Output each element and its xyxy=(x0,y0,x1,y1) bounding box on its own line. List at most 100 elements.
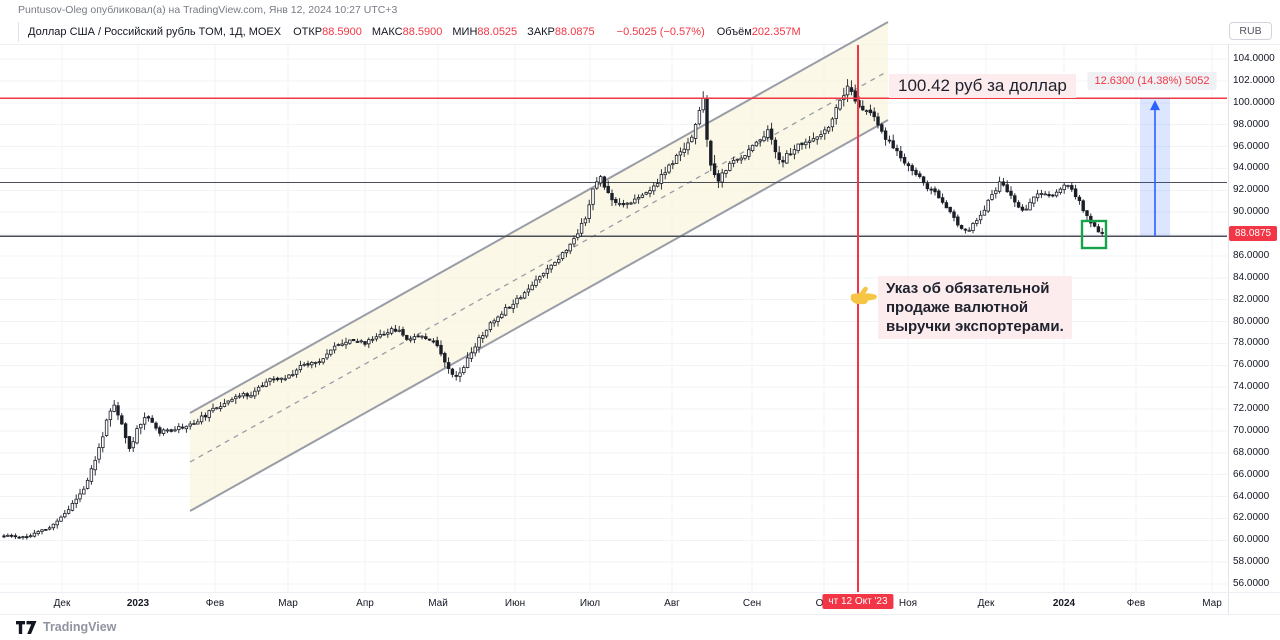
candle-body xyxy=(226,400,230,404)
price-tick-label[interactable]: 62.0000 xyxy=(1233,512,1270,524)
time-tick-label[interactable]: Июн xyxy=(504,598,526,609)
candle-body xyxy=(724,170,728,174)
time-tick-label[interactable]: 2024 xyxy=(1052,598,1076,609)
candle-body xyxy=(317,361,322,364)
price-tick-label[interactable]: 68.0000 xyxy=(1233,446,1270,458)
price-tick-label[interactable]: 80.0000 xyxy=(1233,315,1270,327)
trend-channel-drawing[interactable] xyxy=(189,21,889,512)
candle-body xyxy=(701,97,705,111)
price-tick-label[interactable]: 66.0000 xyxy=(1233,468,1270,480)
tradingview-logo[interactable]: TradingView xyxy=(16,620,116,634)
candle-body xyxy=(154,422,158,429)
candle-body xyxy=(253,390,257,397)
candle-body xyxy=(275,377,280,381)
candle-body xyxy=(655,183,660,187)
callout-line: выручки экспортерами. xyxy=(886,318,1064,335)
measurement-arrow-drawing[interactable] xyxy=(1140,98,1170,237)
price-tick-label[interactable]: 76.0000 xyxy=(1233,359,1270,371)
candle-body xyxy=(169,429,173,432)
candle-body xyxy=(184,425,189,430)
price-tick-label[interactable]: 70.0000 xyxy=(1233,424,1270,436)
highlight-box-drawing[interactable] xyxy=(1080,219,1108,250)
price-tick-label[interactable]: 60.0000 xyxy=(1233,534,1270,546)
price-line-annotation[interactable]: 100.42 руб за доллар xyxy=(889,74,1076,98)
time-tick-label[interactable]: 2023 xyxy=(126,598,150,609)
publish-byline: Puntusov-Oleg опубликовал(а) на TradingV… xyxy=(18,4,398,16)
candle-body xyxy=(245,393,249,397)
price-tick-label[interactable]: 72.0000 xyxy=(1233,403,1270,414)
time-tick-label[interactable]: Фев xyxy=(205,598,225,609)
candle-body xyxy=(355,341,360,343)
price-tick-label[interactable]: 78.0000 xyxy=(1233,337,1270,349)
time-tick-label[interactable]: Май xyxy=(428,598,448,609)
candle-body xyxy=(351,339,356,341)
price-tick-label[interactable]: 92.0000 xyxy=(1233,184,1270,196)
candle-body xyxy=(598,176,603,184)
candle-body xyxy=(241,393,246,397)
candle-body xyxy=(439,344,443,355)
currency-toggle-button[interactable]: RUB xyxy=(1229,22,1272,40)
time-tick-label[interactable]: Дек xyxy=(53,598,71,609)
candle-body xyxy=(32,532,37,537)
candle-body xyxy=(230,399,234,402)
candle-body xyxy=(55,520,59,526)
candle-body xyxy=(203,414,208,418)
symbol-title[interactable]: Доллар США / Российский рубль TOM, 1Д, M… xyxy=(28,26,282,38)
candle-body xyxy=(709,140,713,166)
symbol-info-bar[interactable]: Доллар США / Российский рубль TOM, 1Д, M… xyxy=(18,22,801,42)
candle-body xyxy=(697,110,702,125)
measurement-label[interactable]: 12.6300 (14.38%) 5052 xyxy=(1087,72,1217,91)
candle-body xyxy=(336,344,341,346)
time-tick-label[interactable]: Авг xyxy=(664,598,680,609)
candle-body xyxy=(488,322,493,330)
horizontal-level-lines[interactable] xyxy=(0,181,1227,237)
time-tick-label[interactable]: Мар xyxy=(278,598,298,609)
candle-body xyxy=(405,334,409,340)
time-tick-label[interactable]: Фев xyxy=(1126,598,1146,609)
candle-body xyxy=(386,332,390,335)
candle-body xyxy=(754,141,759,147)
time-tick-label[interactable]: Ноя xyxy=(898,598,918,609)
candle-body xyxy=(78,493,82,500)
candle-body xyxy=(1089,215,1093,224)
candle-body xyxy=(910,165,914,172)
price-tick-label[interactable]: 98.0000 xyxy=(1233,118,1270,130)
candle-body xyxy=(712,163,717,176)
price-tick-label[interactable]: 82.0000 xyxy=(1233,293,1270,305)
candle-body xyxy=(933,188,937,193)
candle-body xyxy=(378,334,382,338)
candle-body xyxy=(826,126,831,132)
price-tick-label[interactable]: 56.0000 xyxy=(1233,578,1270,589)
price-tick-label[interactable]: 96.0000 xyxy=(1233,140,1270,152)
price-tick-label[interactable]: 100.0000 xyxy=(1233,96,1275,108)
time-tick-label[interactable]: Апр xyxy=(356,598,374,609)
time-tick-label[interactable]: Мар xyxy=(1202,598,1222,609)
candle-body xyxy=(108,410,113,421)
candle-body xyxy=(158,427,162,434)
time-tick-label[interactable]: Дек xyxy=(977,598,995,609)
price-tick-label[interactable]: 86.0000 xyxy=(1233,249,1270,261)
time-tick-label[interactable]: Июл xyxy=(579,598,601,609)
candle-body xyxy=(424,336,428,340)
candle-body xyxy=(123,423,128,439)
candle-body xyxy=(104,419,109,436)
candlestick-series[interactable] xyxy=(2,79,1104,540)
candle-body xyxy=(963,228,968,231)
price-tick-label[interactable]: 84.0000 xyxy=(1233,271,1270,283)
candle-body xyxy=(864,110,869,113)
time-tick-label[interactable]: Сен xyxy=(742,598,762,609)
price-tick-label[interactable]: 94.0000 xyxy=(1233,162,1270,174)
price-tick-label[interactable]: 102.0000 xyxy=(1233,74,1275,86)
price-tick-label[interactable]: 74.0000 xyxy=(1233,381,1270,393)
price-tick-label[interactable]: 90.0000 xyxy=(1233,206,1270,218)
candle-body xyxy=(249,394,253,398)
price-tick-label[interactable]: 64.0000 xyxy=(1233,490,1270,502)
price-tick-label[interactable]: 104.0000 xyxy=(1233,53,1275,64)
price-tick-label[interactable]: 58.0000 xyxy=(1233,556,1270,568)
candle-body xyxy=(986,199,990,212)
candle-body xyxy=(560,252,565,260)
candle-body xyxy=(1100,232,1104,234)
candle-body xyxy=(340,343,344,346)
callout-note[interactable]: Указ об обязательной продаже валютной вы… xyxy=(878,276,1072,339)
